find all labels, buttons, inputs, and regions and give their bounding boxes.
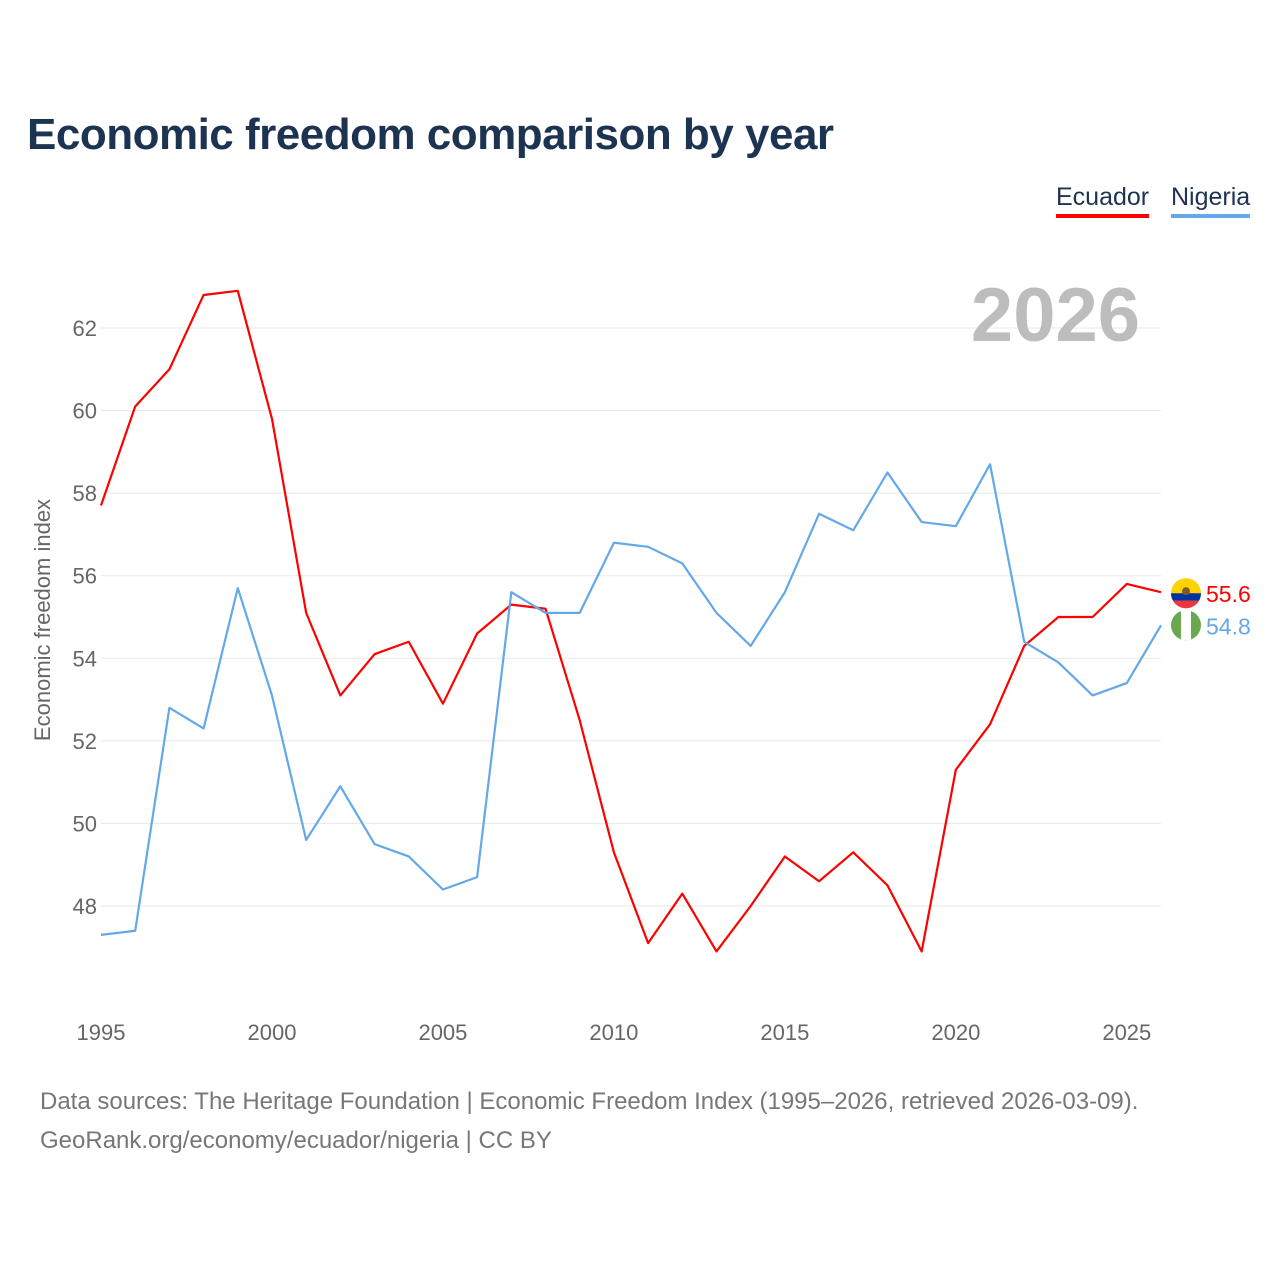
flag-nigeria-white <box>1181 610 1191 641</box>
flag-ecuador-red <box>1173 600 1199 609</box>
y-tick-label: 58 <box>73 481 97 506</box>
y-tick-label: 52 <box>73 729 97 754</box>
y-tick-label: 48 <box>73 894 97 919</box>
chart-title: Economic freedom comparison by year <box>27 110 834 159</box>
x-tick-label: 2020 <box>931 1020 980 1045</box>
y-tick-label: 54 <box>73 646 97 671</box>
x-tick-label: 2025 <box>1102 1020 1151 1045</box>
x-tick-label: 1995 <box>77 1020 126 1045</box>
flag-ecuador-blue <box>1171 593 1201 601</box>
x-tick-label: 2000 <box>247 1020 296 1045</box>
y-tick-label: 62 <box>73 316 97 341</box>
y-axis-label: Economic freedom index <box>30 498 55 742</box>
legend-ecuador[interactable]: Ecuador <box>1056 183 1150 218</box>
y-tick-label: 56 <box>73 564 97 589</box>
source-line-2: GeoRank.org/economy/ecuador/nigeria | CC… <box>40 1127 552 1154</box>
end-value-label-nigeria: 54.8 <box>1206 613 1251 639</box>
flag-ecuador-emblem <box>1182 587 1190 596</box>
x-tick-label: 2010 <box>589 1020 638 1045</box>
series-line-nigeria <box>100 463 1162 936</box>
x-tick-label: 2005 <box>418 1020 467 1045</box>
y-tick-label: 50 <box>73 811 97 836</box>
current-year-label: 2026 <box>970 273 1140 358</box>
end-value-label-ecuador: 55.6 <box>1206 581 1251 607</box>
series-line-ecuador <box>99 289 1162 953</box>
x-tick-label: 2015 <box>760 1020 809 1045</box>
source-line-1: Data sources: The Heritage Foundation | … <box>40 1088 1139 1115</box>
y-tick-label: 60 <box>73 399 97 424</box>
legend-nigeria[interactable]: Nigeria <box>1171 183 1251 218</box>
